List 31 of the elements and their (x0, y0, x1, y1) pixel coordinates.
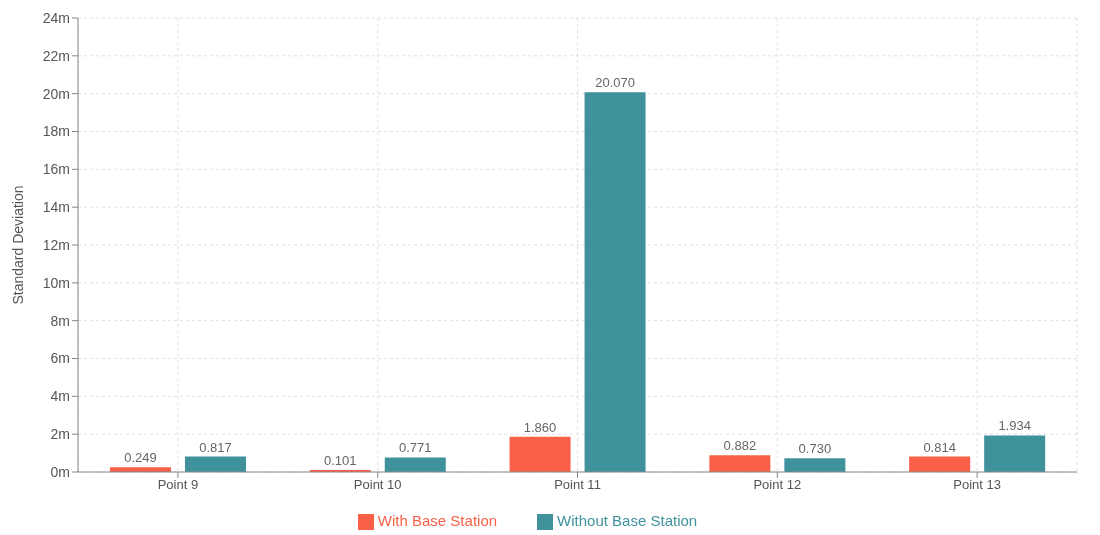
y-tick-label: 12m (42, 236, 70, 253)
y-tick-label: 4m (50, 388, 70, 405)
y-tick-label: 18m (42, 123, 70, 140)
data-label: 1.860 (523, 419, 557, 435)
data-label: 0.249 (124, 450, 157, 466)
y-axis-title: Standard Deviation (9, 185, 26, 305)
data-label: 20.070 (595, 75, 635, 91)
y-tick-label: 6m (50, 350, 70, 367)
x-tick-label: Point 11 (554, 477, 601, 493)
x-tick-label: Point 10 (353, 477, 402, 493)
y-tick-label: 10m (42, 274, 70, 291)
legend-label: Without Base Station (557, 512, 698, 529)
data-label: 0.771 (398, 440, 432, 456)
data-label: 0.882 (723, 438, 757, 454)
data-label: 1.934 (998, 418, 1031, 434)
data-label: 0.730 (798, 441, 832, 457)
y-tick-label: 22m (42, 47, 70, 64)
legend-label: With Base Station (377, 512, 498, 529)
y-tick-label: 16m (42, 161, 70, 178)
y-tick-label: 2m (50, 426, 70, 443)
y-tick-label: 8m (50, 312, 70, 329)
y-tick-label: 20m (42, 85, 70, 102)
data-label: 0.817 (199, 439, 232, 455)
y-tick-label: 24m (42, 9, 70, 26)
x-tick-label: Point 13 (953, 477, 1001, 493)
x-tick-label: Point 12 (753, 477, 802, 493)
y-tick-label: 0m (50, 463, 70, 480)
x-tick-label: Point 9 (157, 477, 199, 493)
data-label: 0.814 (923, 439, 956, 455)
data-label: 0.101 (323, 453, 357, 469)
y-tick-label: 14m (42, 199, 70, 216)
